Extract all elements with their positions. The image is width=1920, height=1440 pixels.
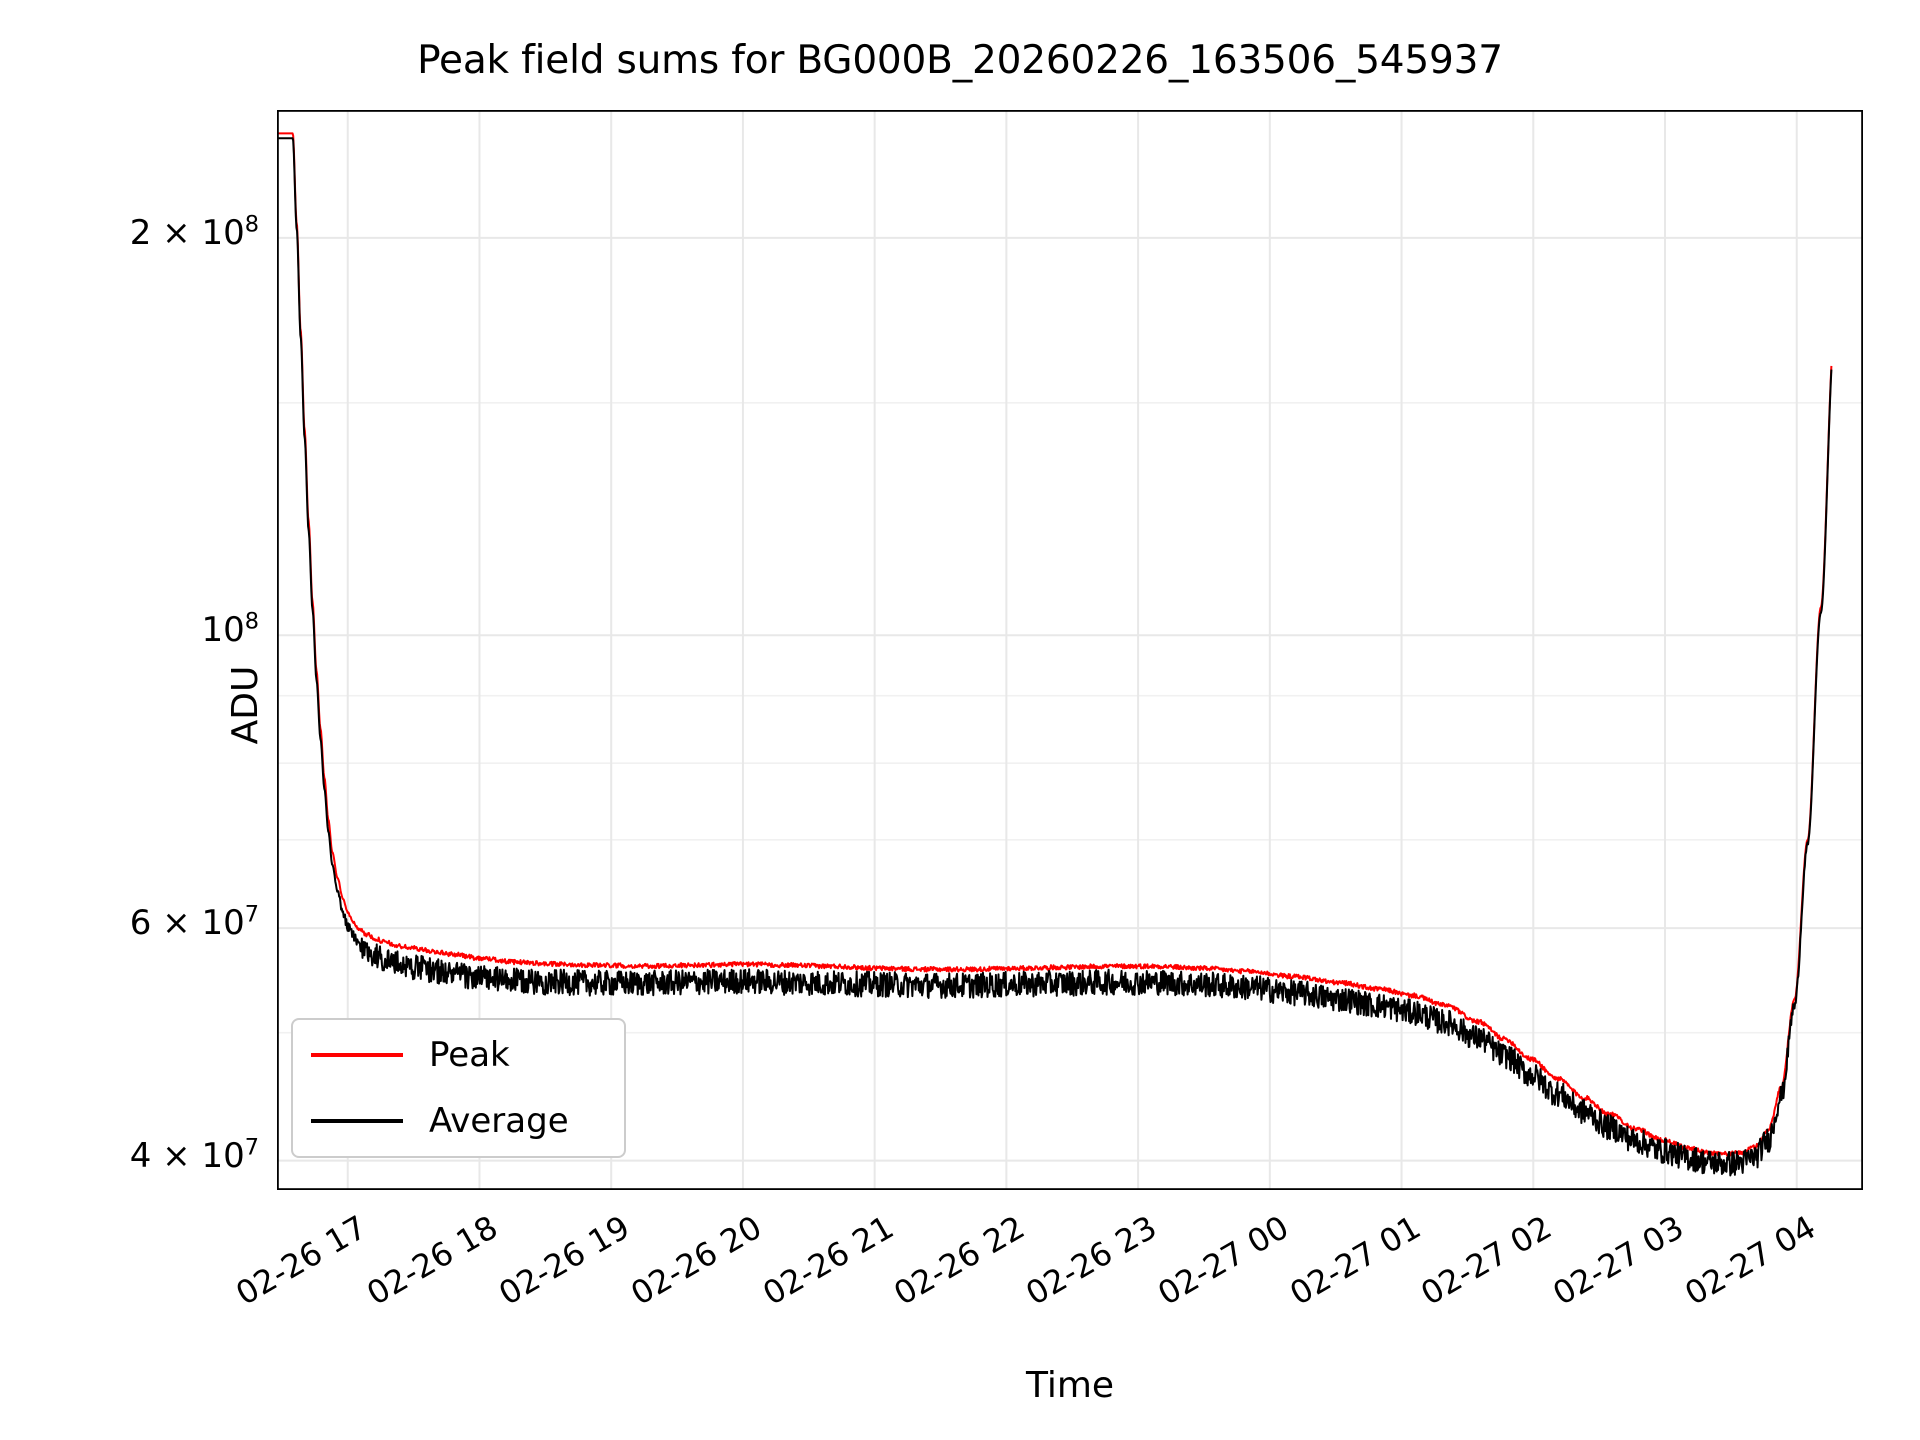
legend-label-peak: Peak — [429, 1035, 510, 1075]
legend-item-peak[interactable]: Peak — [293, 1024, 624, 1086]
y-tick-label: 6 × 107 — [129, 901, 259, 944]
series-layer — [277, 132, 1833, 1177]
legend-item-average[interactable]: Average — [293, 1090, 624, 1152]
y-tick-label: 2 × 108 — [129, 211, 259, 253]
x-axis-ticks: 02-26 17 02-26 18 02-26 19 02-26 20 02-26 21… — [229, 1208, 1863, 1358]
plot-area: 4 × 107 6 × 107 108 2 × 108 02-26 17 02-26 1… — [130, 110, 1863, 1406]
grid-layer — [277, 110, 1863, 1190]
x-axis-label: Time — [1025, 1365, 1115, 1406]
plot-canvas — [277, 110, 1863, 1190]
legend-swatch-average — [311, 1119, 403, 1123]
y-axis-label: ADU — [225, 665, 266, 745]
y-tick-label: 4 × 107 — [129, 1134, 259, 1176]
x-tick-label: 02-26 17 — [229, 1208, 373, 1313]
chart-legend[interactable]: Peak Average — [291, 1018, 626, 1158]
chart-title: Peak field sums for BG000B_20260226_1635… — [417, 38, 1503, 83]
series-line-peak — [277, 132, 1833, 1158]
axis-frame — [277, 110, 1863, 1190]
legend-swatch-peak — [311, 1053, 403, 1057]
y-tick-label: 108 — [201, 608, 259, 651]
legend-label-average: Average — [429, 1101, 569, 1141]
series-line-average — [277, 137, 1833, 1177]
